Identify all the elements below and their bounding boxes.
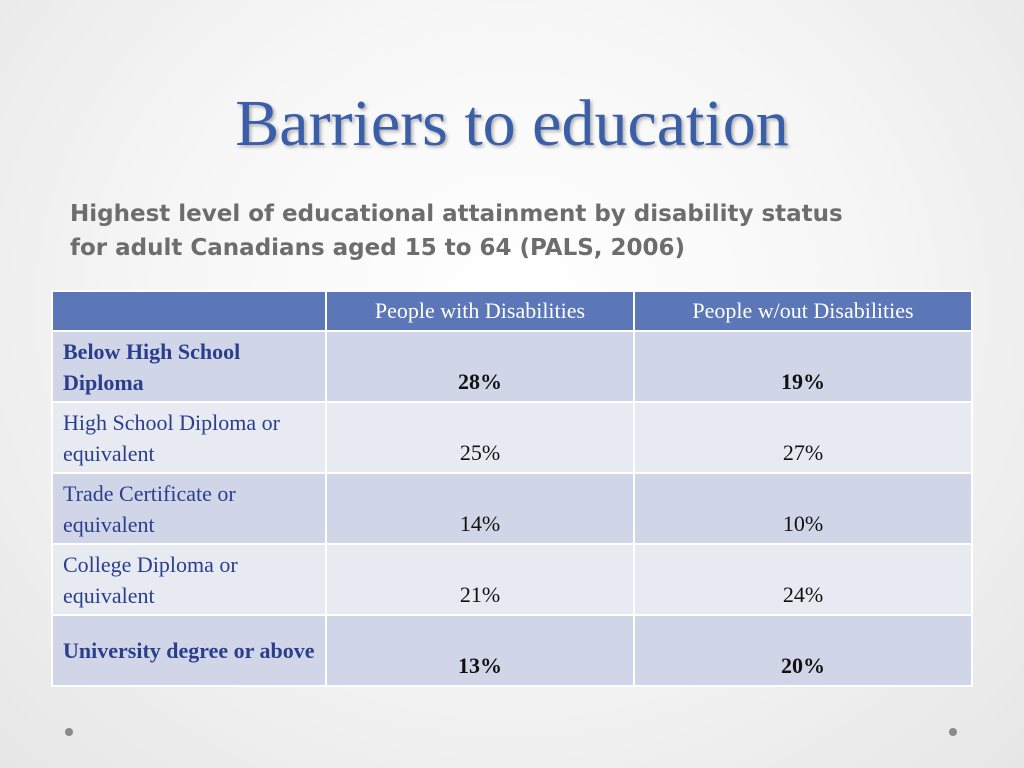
attainment-table: People with Disabilities People w/out Di… [51, 290, 973, 687]
table-row: High School Diploma or equivalent 25% 27… [51, 401, 973, 474]
value-without-disabilities: 10% [633, 472, 973, 545]
value-without-disabilities: 20% [633, 614, 973, 687]
table-row: Below High School Diploma 28% 19% [51, 330, 973, 403]
header-empty-cell [51, 290, 327, 332]
subtitle-line-1: Highest level of educational attainment … [70, 201, 843, 227]
row-label: Trade Certificate or equivalent [51, 472, 327, 545]
slide-title: Barriers to education [235, 87, 789, 160]
value-with-disabilities: 13% [325, 614, 635, 687]
row-label: High School Diploma or equivalent [51, 401, 327, 474]
value-with-disabilities: 21% [325, 543, 635, 616]
value-with-disabilities: 14% [325, 472, 635, 545]
table-row: University degree or above 13% 20% [51, 614, 973, 687]
value-with-disabilities: 25% [325, 401, 635, 474]
row-label: Below High School Diploma [51, 330, 327, 403]
table-row: College Diploma or equivalent 21% 24% [51, 543, 973, 616]
bullet-dot-icon [65, 728, 73, 736]
slide-subtitle: Highest level of educational attainment … [70, 197, 970, 265]
header-with-disabilities: People with Disabilities [325, 290, 635, 332]
table-row: Trade Certificate or equivalent 14% 10% [51, 472, 973, 545]
row-label: College Diploma or equivalent [51, 543, 327, 616]
header-without-disabilities: People w/out Disabilities [633, 290, 973, 332]
row-label: University degree or above [51, 614, 327, 687]
bullet-dot-icon [949, 728, 957, 736]
value-without-disabilities: 27% [633, 401, 973, 474]
table-header-row: People with Disabilities People w/out Di… [51, 290, 973, 332]
value-without-disabilities: 24% [633, 543, 973, 616]
value-without-disabilities: 19% [633, 330, 973, 403]
value-with-disabilities: 28% [325, 330, 635, 403]
subtitle-line-2: for adult Canadians aged 15 to 64 (PALS,… [70, 235, 686, 261]
